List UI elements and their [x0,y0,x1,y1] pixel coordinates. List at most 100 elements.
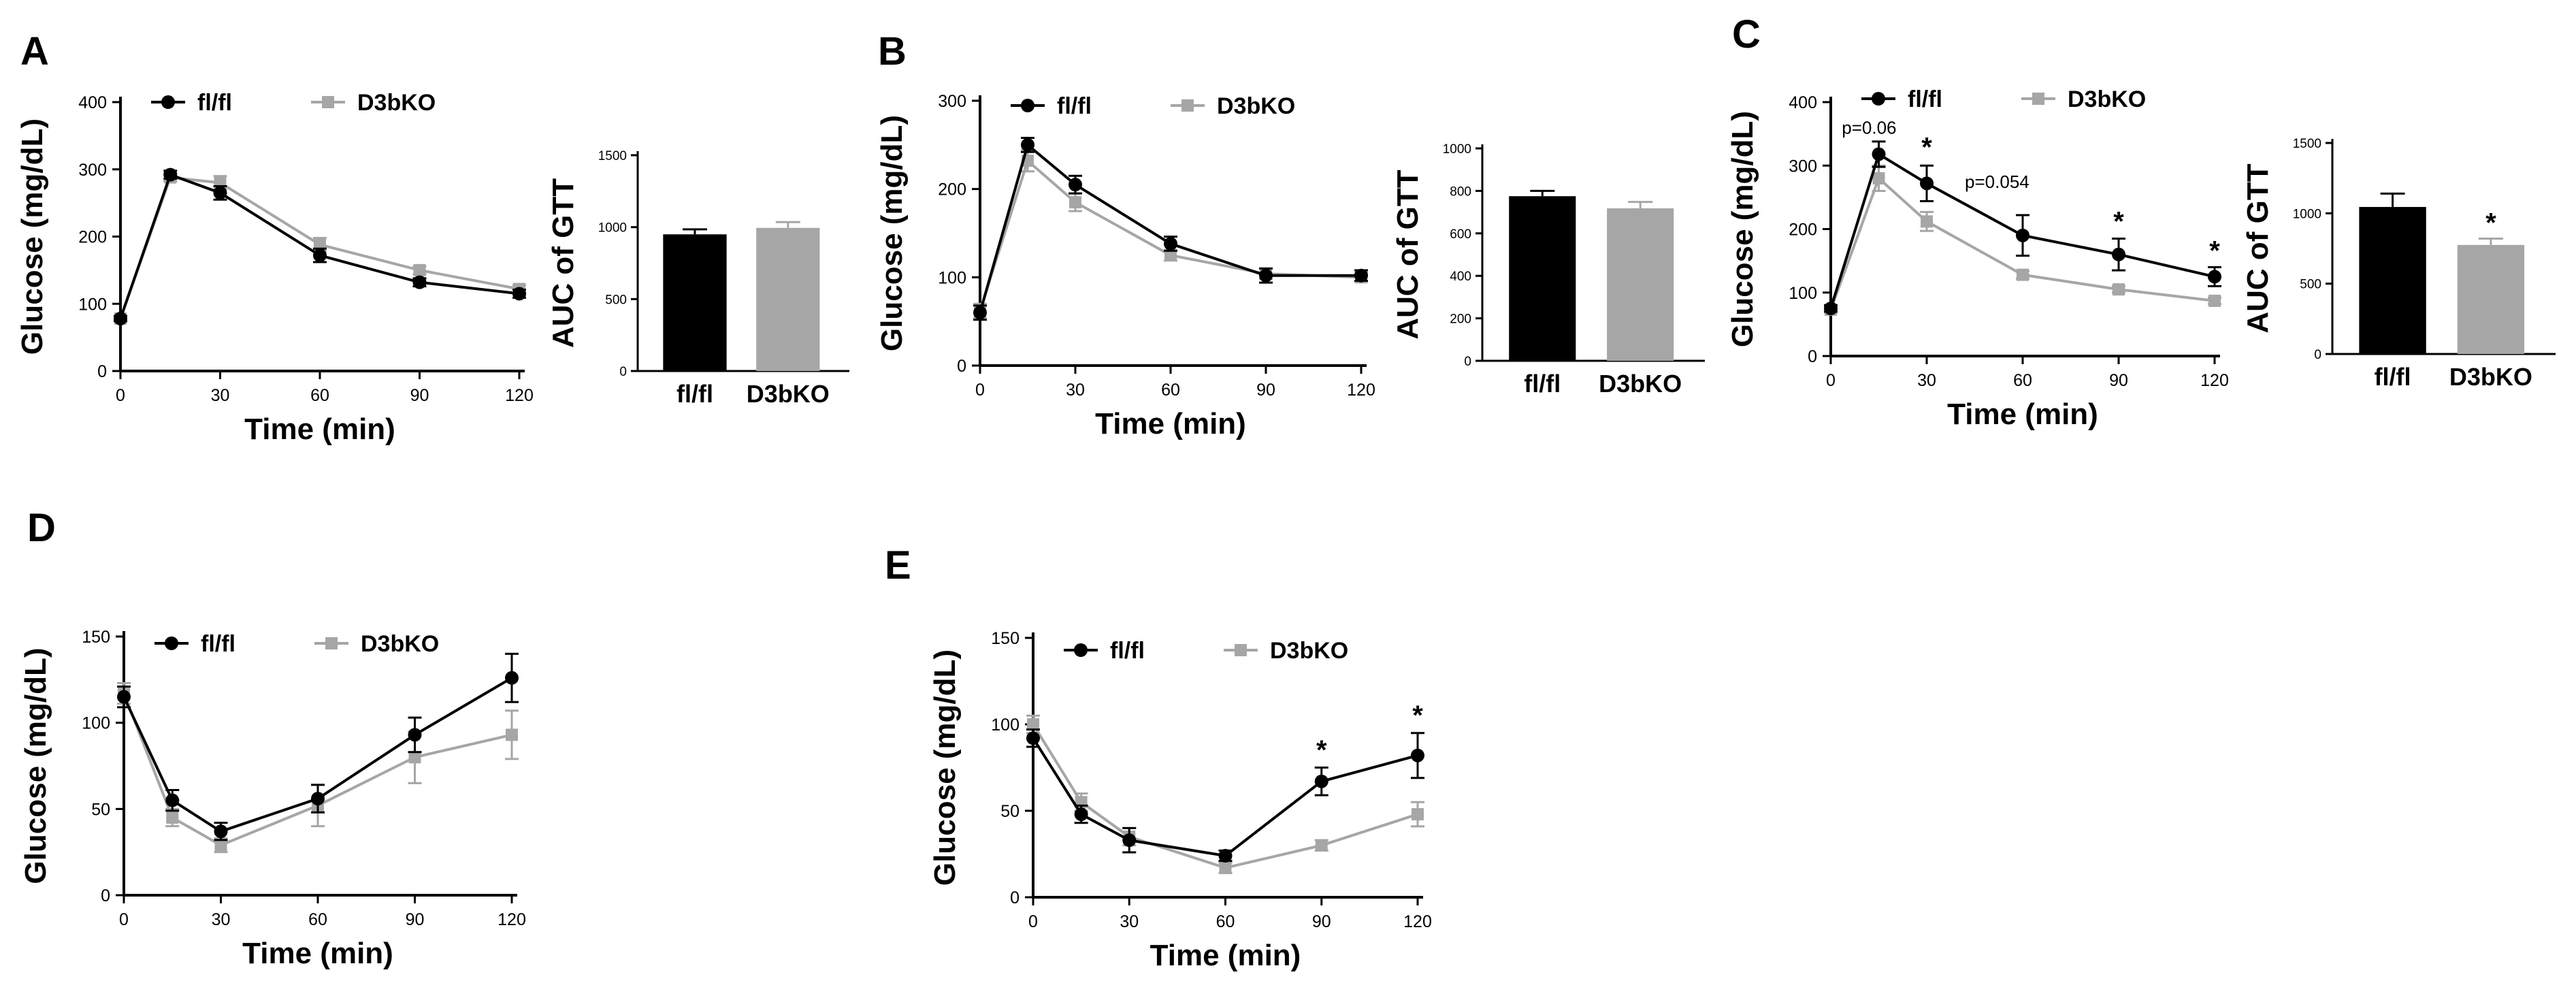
data-point [213,186,227,200]
x-tick-label: 120 [1403,912,1432,931]
chart-C-line: C 0 100 200 300 400 0 30 60 90 120 Time (min) Glucos… [1726,12,2229,431]
legend-marker [161,95,175,109]
y-tick-label: 0 [619,365,627,379]
data-point [973,306,987,320]
category-label: fl/fl [676,380,713,408]
chart-B-bar: 0 200 400 600 800 1000 AUC of GTT fl/fl D3bKO [1391,142,1705,398]
x-tick-label: 30 [1917,371,1936,390]
data-point [1412,808,1424,821]
data-point [1315,839,1328,852]
data-point [1021,138,1034,152]
y-axis-title: Glucose (mg/dL) [875,115,909,351]
annotation: p=0.054 [1965,172,2029,192]
category-label: fl/fl [2375,363,2411,391]
panel-label: A [20,29,49,74]
x-tick-label: 90 [406,910,425,929]
y-tick-label: 0 [101,886,110,905]
y-tick-label: 300 [78,161,107,180]
x-axis-title: Time (min) [1150,939,1301,972]
data-point [1921,215,1933,228]
x-tick-label: 0 [119,910,129,929]
series-line [1032,723,1418,869]
series-line [1032,737,1418,858]
legend-label: fl/fl [1908,86,1942,112]
data-point [1074,807,1088,822]
panel-label: E [885,543,911,587]
y-tick-label: 1000 [598,221,627,236]
data-point [1219,861,1232,874]
bar-0 [663,234,727,371]
y-tick-label: 300 [938,92,966,111]
data-point [2112,247,2125,261]
chart-E-line: E 0 50 100 150 0 30 60 90 120 Time (min) Glucose (m… [885,543,1432,972]
category-label: D3bKO [2449,363,2532,391]
data-point [2208,270,2221,284]
y-tick-label: 0 [1464,355,1471,369]
y-tick-label: 500 [605,293,627,307]
legend: fl/fl D3bKO [1861,86,2146,112]
legend-marker [165,637,178,650]
y-tick-label: 0 [957,357,966,376]
panel-label: C [1732,12,1761,57]
y-tick-label: 100 [78,295,107,314]
x-axis-title: Time (min) [244,413,395,446]
x-tick-label: 30 [211,386,230,405]
y-tick-label: 200 [1450,312,1471,327]
legend-label: D3bKO [1270,638,1348,664]
annotation: * [1316,735,1327,765]
data-point [1164,248,1177,261]
x-tick-label: 0 [116,386,125,405]
data-point [214,824,228,839]
data-point [1920,176,1934,191]
data-point [1069,178,1082,192]
data-point [1411,748,1424,762]
y-tick-label: 0 [1808,347,1817,366]
y-tick-label: 400 [1450,270,1471,284]
data-point [165,793,180,807]
y-tick-label: 400 [78,93,107,112]
y-tick-label: 150 [82,628,110,647]
chart-A-line: A 0 100 200 300 400 0 30 60 90 120 Time (min) Glucos… [16,29,534,446]
series-d3bko [1026,714,1424,874]
data-point [413,263,426,276]
legend: fl/fl D3bKO [151,90,436,116]
data-point [2016,228,2029,242]
bar-1 [756,227,820,371]
data-point [506,728,518,741]
chart-C-bar: 0 500 1000 1500 AUC of GTT fl/fl D3bKO * [2241,137,2556,391]
x-tick-label: 30 [1120,912,1139,931]
series-flfl [1824,140,2221,316]
y-tick-label: 0 [2314,348,2321,362]
legend: fl/fl D3bKO [1011,93,1295,119]
x-tick-label: 120 [1347,381,1375,400]
legend-marker [1074,643,1088,657]
x-tick-label: 120 [505,386,534,405]
legend-marker [1235,644,1247,656]
y-axis-title: Glucose (mg/dL) [16,118,49,355]
category-label: fl/fl [1524,370,1561,398]
legend-label: D3bKO [361,631,439,657]
data-point [117,690,131,704]
y-tick-label: 100 [82,714,110,733]
legend-label: fl/fl [1110,638,1145,664]
data-point [1314,774,1328,788]
data-point [114,311,127,325]
data-point [2208,294,2221,307]
series-d3bko [973,149,1368,319]
x-tick-label: 60 [1216,912,1235,931]
data-point [1164,237,1177,251]
x-tick-label: 30 [1066,381,1085,400]
legend-marker [1872,92,1885,106]
y-tick-label: 100 [991,715,1020,735]
legend: fl/fl D3bKO [154,631,439,657]
panel-label: D [27,506,56,550]
chart-B-line: B 0 100 200 300 0 30 60 90 120 Time (min) Glucose (… [875,29,1375,440]
data-point [1872,172,1885,184]
annotation: p=0.06 [1842,118,1896,138]
x-tick-label: 90 [2109,371,2128,390]
legend-marker [322,96,334,108]
legend-marker [2032,93,2044,105]
y-tick-label: 0 [1010,888,1020,907]
data-point [1027,718,1039,730]
